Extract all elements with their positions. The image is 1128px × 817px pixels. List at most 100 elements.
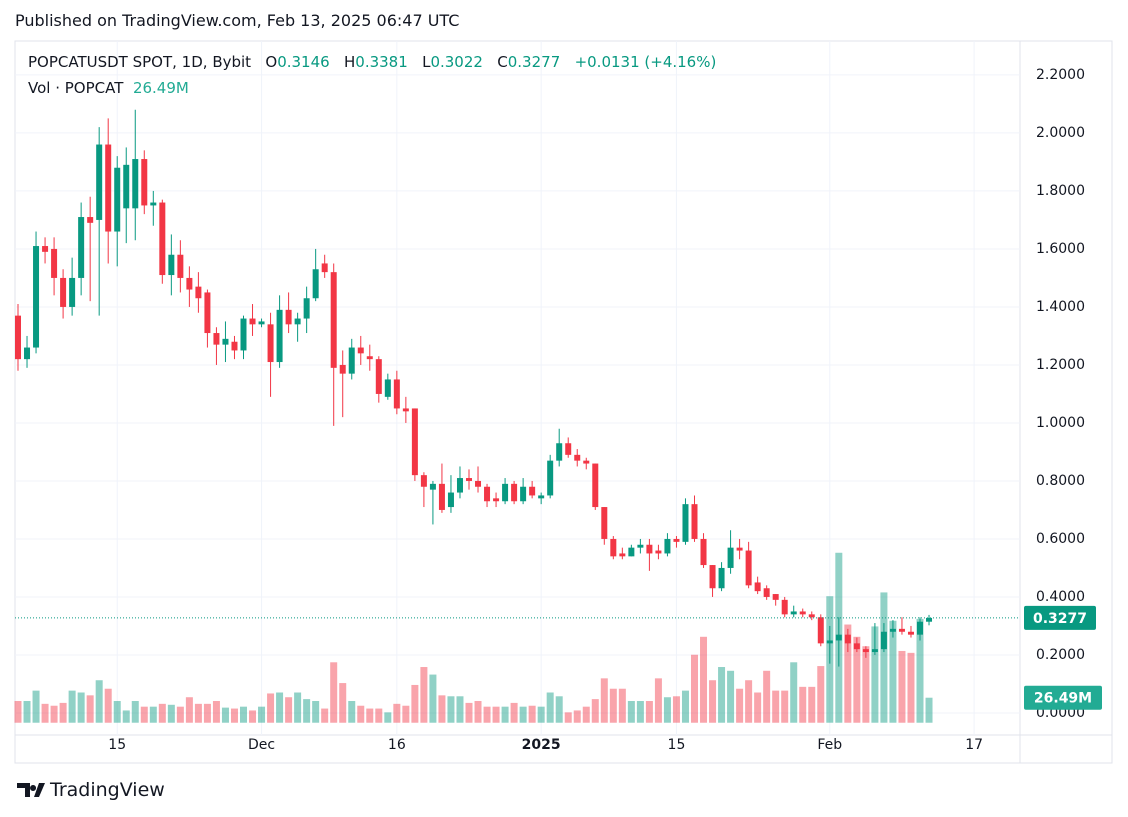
candle-body	[456, 478, 463, 493]
candle-body	[682, 504, 689, 542]
last-price-tag	[1024, 605, 1096, 630]
candle-body	[763, 588, 770, 597]
candle-body	[357, 347, 364, 354]
candle-body	[475, 480, 482, 487]
volume-bar	[249, 710, 257, 723]
candle-body	[366, 356, 373, 360]
footer-brand: TradingView	[50, 779, 165, 801]
candle-body	[150, 202, 157, 206]
volume-bar	[691, 654, 698, 723]
volume-bar	[555, 696, 563, 723]
candle-body	[664, 538, 671, 554]
volume-bar	[447, 696, 455, 723]
volume-bar	[366, 708, 374, 723]
volume-bar	[420, 667, 428, 723]
candle-body	[267, 324, 274, 363]
volume-bar	[880, 592, 888, 723]
volume-bar	[636, 701, 644, 723]
y-tick-label: 1.8000	[1036, 183, 1085, 199]
candle-body	[754, 582, 761, 592]
volume-bar	[411, 684, 419, 723]
candle-body	[51, 248, 58, 278]
volume-value: 26.49M	[132, 79, 189, 97]
candle-body	[339, 364, 346, 374]
candle-body	[871, 649, 878, 653]
y-tick-label: 1.4000	[1036, 299, 1085, 315]
last-price-label: 0.3277	[1033, 611, 1087, 627]
candle-body	[835, 634, 842, 641]
volume-layer	[14, 552, 933, 723]
volume-bar	[871, 626, 879, 723]
volume-bar	[736, 688, 744, 723]
volume-bar	[681, 690, 689, 723]
volume-bar	[113, 701, 121, 723]
volume-bar	[465, 702, 473, 723]
ohlc-label: L	[422, 53, 431, 71]
volume-bar	[474, 701, 482, 723]
volume-bar	[221, 707, 229, 723]
candle-body	[420, 475, 427, 487]
candle-body	[556, 443, 563, 461]
volume-bar	[285, 697, 293, 723]
y-tick-label: 2.0000	[1036, 125, 1085, 141]
grid	[15, 41, 1020, 735]
y-tick-label: 0.8000	[1036, 473, 1085, 489]
volume-bar	[663, 697, 671, 723]
candle-body	[42, 246, 49, 252]
candle-body	[484, 486, 491, 502]
candle-body	[727, 547, 734, 568]
candle-body	[177, 254, 184, 278]
volume-bar	[727, 670, 735, 723]
candle-body	[60, 277, 67, 307]
candle-body	[105, 144, 112, 232]
published-note: Published on TradingView.com, Feb 13, 20…	[15, 11, 460, 30]
candle-body	[772, 594, 779, 600]
volume-bar	[591, 699, 599, 723]
volume-bar	[330, 662, 338, 723]
volume-bar	[77, 692, 85, 723]
candle-body	[655, 550, 662, 554]
candle-body	[907, 631, 914, 635]
x-tick-label: 15	[668, 737, 686, 753]
volume-bar	[276, 692, 284, 723]
volume-bar	[537, 706, 545, 723]
x-tick-label: 15	[108, 737, 126, 753]
ohlc-label: C	[497, 53, 508, 71]
volume-bar	[763, 670, 771, 723]
y-tick-label: 2.2000	[1036, 67, 1085, 83]
volume-bar	[844, 624, 852, 723]
x-tick-label: 16	[388, 737, 406, 753]
volume-bar	[14, 701, 22, 723]
volume-bar	[140, 706, 148, 723]
candle-body	[321, 263, 328, 273]
volume-bar	[32, 690, 40, 723]
candle-body	[610, 538, 617, 557]
x-tick-label: 2025	[522, 737, 561, 753]
volume-bar	[357, 705, 365, 723]
candle-body	[538, 495, 545, 499]
volume-bar	[258, 706, 266, 723]
candle-body	[330, 272, 337, 368]
candle-body	[466, 478, 472, 481]
candle-body	[718, 567, 725, 589]
y-tick-label: 1.6000	[1036, 241, 1085, 257]
candle-body	[709, 565, 716, 589]
candle-body	[790, 611, 797, 615]
candle-body	[15, 315, 21, 360]
volume-bar	[59, 702, 67, 723]
y-tick-label: 0.4000	[1036, 589, 1085, 605]
candle-body	[646, 544, 653, 554]
volume-bar	[790, 662, 798, 723]
candle-body	[673, 538, 680, 542]
x-tick-label: Dec	[248, 737, 275, 753]
candle-body	[898, 628, 905, 632]
candle-body	[168, 254, 175, 276]
candle-body	[159, 202, 166, 276]
candle-body	[880, 631, 887, 650]
candle-body	[132, 159, 139, 209]
candle-body	[736, 547, 743, 551]
legend-line: POPCATUSDT SPOT, 1D, Bybit O0.3146 H0.33…	[28, 53, 716, 71]
ohlc-label: H	[344, 53, 356, 71]
